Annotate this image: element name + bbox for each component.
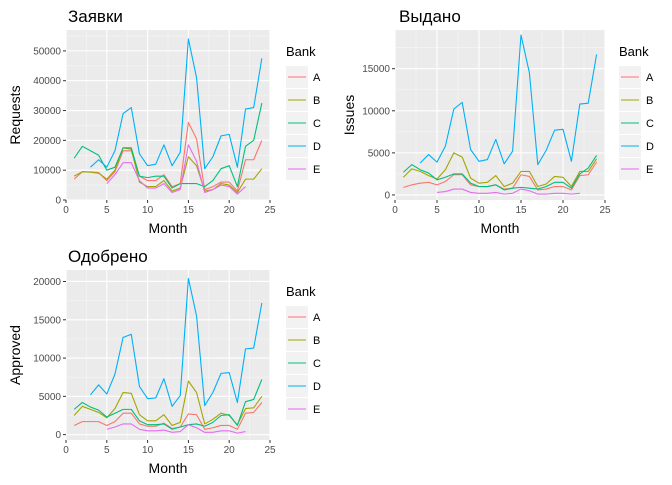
x-tick-label: 10 — [142, 445, 154, 456]
legend-item-D: D — [286, 375, 321, 397]
x-tick-label: 0 — [63, 445, 69, 456]
x-tick-label: 25 — [264, 445, 276, 456]
series-line-C — [403, 155, 598, 191]
y-tick-label: 15000 — [362, 64, 390, 75]
y-tick-label: 0 — [55, 430, 61, 441]
chart-panel-3: Одобрено 0 5 10 15 20 25 0 5000 10000 15000 20000 Mo… — [7, 247, 321, 476]
x-tick-label: 20 — [224, 445, 236, 456]
y-tick-label: 40000 — [33, 76, 61, 87]
x-axis-label: Month — [149, 460, 188, 476]
series-line-B — [73, 147, 263, 194]
x-tick-label: 20 — [557, 205, 569, 216]
y-tick-label: 10000 — [33, 354, 61, 365]
x-tick-label: 0 — [392, 205, 398, 216]
x-axis-label: Month — [481, 220, 520, 236]
legend-item-C: C — [286, 112, 321, 134]
x-tick-label: 15 — [515, 205, 527, 216]
y-tick-label: 10000 — [362, 106, 390, 117]
legend-item-A: A — [286, 66, 321, 88]
x-tick-label: 25 — [264, 205, 276, 216]
legend-item-D: D — [619, 135, 654, 157]
chart-panel-1: Заявки 0 5 10 15 20 25 0 10000 20000 30000 40000 500… — [7, 7, 321, 236]
legend-label: D — [313, 141, 321, 153]
legend-label: B — [646, 95, 653, 107]
legend-title: Bank — [286, 284, 316, 299]
legend-item-A: A — [286, 306, 321, 328]
y-tick-label: 10000 — [33, 166, 61, 177]
legend-item-B: B — [286, 89, 320, 111]
legend-label: A — [313, 72, 321, 84]
y-tick-label: 5000 — [39, 392, 62, 403]
x-tick-label: 10 — [473, 205, 485, 216]
y-tick-label: 0 — [55, 196, 61, 207]
legend-item-E: E — [619, 158, 653, 180]
legend-label: E — [646, 164, 653, 176]
series-line-D — [90, 38, 263, 170]
y-tick-label: 20000 — [33, 277, 61, 288]
series-line-D — [419, 34, 598, 166]
legend-label: E — [313, 164, 320, 176]
chart-title: Одобрено — [68, 247, 148, 266]
series-line-A — [73, 402, 263, 430]
x-tick-label: 5 — [104, 205, 110, 216]
series-line-E — [106, 144, 246, 195]
legend-item-E: E — [286, 158, 320, 180]
x-tick-label: 15 — [183, 205, 195, 216]
legend-item-C: C — [619, 112, 654, 134]
legend-item-B: B — [619, 89, 653, 111]
legend-label: C — [646, 118, 654, 130]
legend-title: Bank — [286, 44, 316, 59]
x-tick-label: 20 — [224, 205, 236, 216]
y-axis-label: Requests — [7, 85, 23, 144]
series-line-D — [90, 277, 263, 407]
legend-label: C — [313, 358, 321, 370]
legend-item-C: C — [286, 352, 321, 374]
legend-label: A — [646, 72, 654, 84]
y-axis-label: Approved — [7, 325, 23, 385]
x-tick-label: 5 — [434, 205, 440, 216]
y-axis-label: Issues — [341, 95, 357, 135]
legend-item-D: D — [286, 135, 321, 157]
series-line-C — [73, 102, 263, 189]
y-tick-label: 15000 — [33, 315, 61, 326]
legend-label: B — [313, 335, 320, 347]
chart-panel-2: Выдано 0 5 10 15 20 25 0 5000 10000 15000 Month Issu… — [341, 7, 654, 236]
legend-label: B — [313, 95, 320, 107]
y-tick-label: 5000 — [368, 148, 391, 159]
series-line-E — [436, 188, 580, 195]
chart-title: Заявки — [68, 7, 123, 26]
legend-label: D — [313, 381, 321, 393]
legend-title: Bank — [619, 44, 649, 59]
series-line-A — [73, 121, 263, 192]
legend-item-E: E — [286, 398, 320, 420]
x-tick-label: 25 — [599, 205, 611, 216]
y-tick-label: 30000 — [33, 106, 61, 117]
y-tick-label: 20000 — [33, 136, 61, 147]
x-tick-label: 0 — [63, 205, 69, 216]
x-tick-label: 5 — [104, 445, 110, 456]
x-tick-label: 15 — [183, 445, 195, 456]
x-tick-label: 10 — [142, 205, 154, 216]
legend-label: C — [313, 118, 321, 130]
x-axis-label: Month — [149, 220, 188, 236]
legend-item-A: A — [619, 66, 654, 88]
y-tick-label: 50000 — [33, 46, 61, 57]
legend-label: A — [313, 312, 321, 324]
series-line-C — [73, 379, 263, 430]
legend-label: D — [646, 141, 654, 153]
y-tick-label: 0 — [384, 190, 390, 201]
legend-label: E — [313, 404, 320, 416]
series-line-E — [106, 423, 246, 434]
chart-title: Выдано — [399, 7, 461, 26]
legend-item-B: B — [286, 329, 320, 351]
